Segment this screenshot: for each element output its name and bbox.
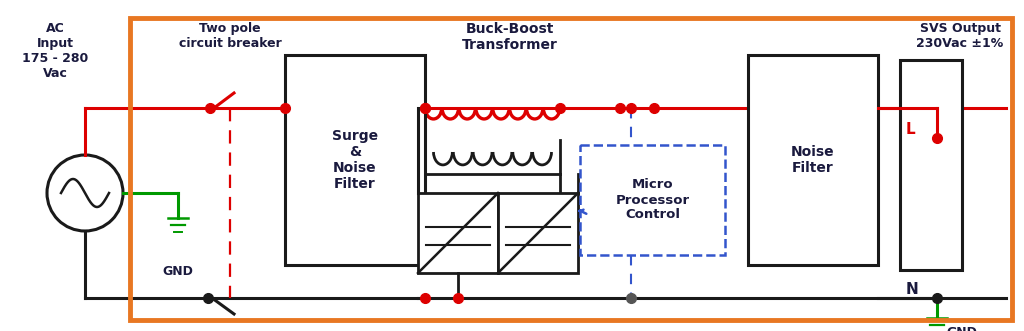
Bar <box>900 60 962 270</box>
Bar <box>498 193 578 273</box>
Text: Surge
&
Noise
Filter: Surge & Noise Filter <box>332 129 378 191</box>
Text: Noise
Filter: Noise Filter <box>792 145 835 175</box>
Text: AC
Input
175 - 280
Vac: AC Input 175 - 280 Vac <box>22 22 88 80</box>
Text: L: L <box>906 122 915 137</box>
Text: GND: GND <box>163 265 194 278</box>
Text: Buck-Boost
Transformer: Buck-Boost Transformer <box>462 22 558 52</box>
Text: Micro
Processor
Control: Micro Processor Control <box>615 178 689 221</box>
Bar <box>580 145 725 255</box>
Text: GND: GND <box>946 326 978 331</box>
Bar <box>418 193 498 273</box>
Bar <box>130 18 1012 320</box>
Text: SVS Output
230Vac ±1%: SVS Output 230Vac ±1% <box>916 22 1004 50</box>
Text: N: N <box>906 282 919 298</box>
Bar <box>285 55 425 265</box>
Text: Two pole
circuit breaker: Two pole circuit breaker <box>178 22 282 50</box>
Bar <box>748 55 878 265</box>
